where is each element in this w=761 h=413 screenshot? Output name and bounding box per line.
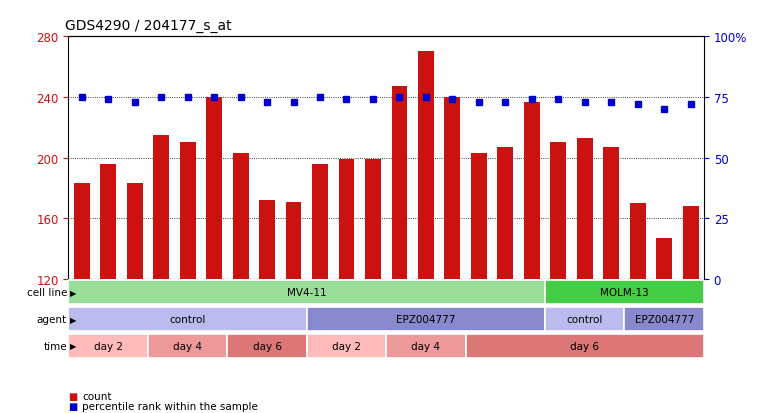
Bar: [386, 334, 466, 358]
Bar: [312, 164, 328, 279]
Text: percentile rank within the sample: percentile rank within the sample: [82, 401, 258, 411]
Bar: [228, 334, 307, 358]
Text: GDS4290 / 204177_s_at: GDS4290 / 204177_s_at: [65, 19, 232, 33]
Bar: [545, 281, 704, 305]
Bar: [153, 135, 169, 279]
Text: MV4-11: MV4-11: [287, 288, 326, 298]
Bar: [550, 143, 566, 279]
Bar: [100, 164, 116, 279]
Bar: [233, 154, 249, 279]
Bar: [630, 204, 645, 279]
Bar: [127, 184, 142, 279]
Bar: [307, 334, 386, 358]
Bar: [444, 98, 460, 279]
Bar: [391, 87, 407, 279]
Bar: [285, 202, 301, 279]
Text: day 6: day 6: [253, 341, 282, 351]
Bar: [339, 160, 355, 279]
Text: control: control: [170, 314, 205, 324]
Bar: [74, 184, 90, 279]
Text: day 2: day 2: [332, 341, 361, 351]
Bar: [683, 207, 699, 279]
Text: day 6: day 6: [570, 341, 599, 351]
Bar: [68, 281, 545, 305]
Bar: [466, 334, 704, 358]
Text: count: count: [82, 392, 112, 401]
Text: day 2: day 2: [94, 341, 123, 351]
Bar: [68, 307, 307, 331]
Text: ▶: ▶: [70, 315, 77, 324]
Bar: [148, 334, 228, 358]
Bar: [498, 148, 513, 279]
Text: EPZ004777: EPZ004777: [396, 314, 456, 324]
Text: MOLM-13: MOLM-13: [600, 288, 649, 298]
Bar: [259, 201, 275, 279]
Text: ■: ■: [68, 392, 78, 401]
Text: day 4: day 4: [174, 341, 202, 351]
Text: cell line: cell line: [27, 288, 67, 298]
Bar: [524, 102, 540, 279]
Bar: [471, 154, 487, 279]
Text: ▶: ▶: [70, 288, 77, 297]
Bar: [545, 307, 625, 331]
Text: ▶: ▶: [70, 342, 77, 351]
Bar: [418, 52, 434, 279]
Text: time: time: [43, 341, 67, 351]
Bar: [656, 238, 672, 279]
Text: day 4: day 4: [412, 341, 441, 351]
Bar: [307, 307, 545, 331]
Bar: [603, 148, 619, 279]
Text: agent: agent: [37, 314, 67, 324]
Text: ■: ■: [68, 401, 78, 411]
Bar: [577, 139, 593, 279]
Bar: [68, 334, 148, 358]
Bar: [625, 307, 704, 331]
Text: EPZ004777: EPZ004777: [635, 314, 694, 324]
Bar: [180, 143, 196, 279]
Bar: [365, 160, 381, 279]
Text: control: control: [567, 314, 603, 324]
Bar: [206, 98, 222, 279]
